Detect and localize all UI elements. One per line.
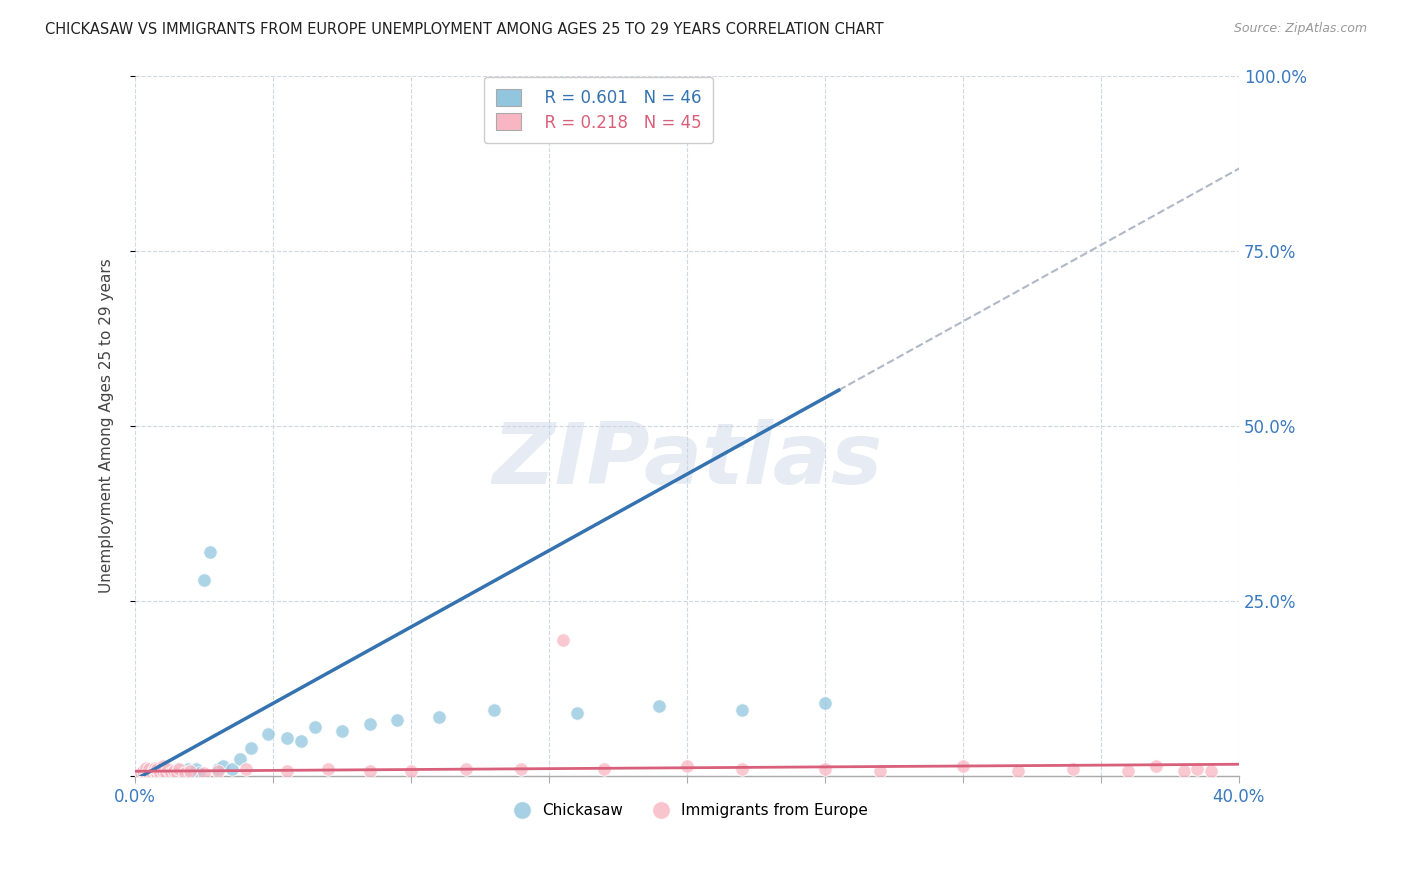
Point [169,764,191,778]
Legend: Chickasaw, Immigrants from Europe: Chickasaw, Immigrants from Europe [501,797,873,824]
Point [221,762,243,776]
Point [229,752,252,766]
Point [138,765,160,780]
Point [1118,764,1140,778]
Point [163,765,186,780]
Point [155,765,177,780]
Point [157,762,180,776]
Point [152,762,174,776]
Point [276,764,298,778]
Point [138,762,160,776]
Point [169,762,191,776]
Point [193,573,215,587]
Point [399,764,422,778]
Point [1007,764,1029,778]
Point [207,764,229,778]
Point [731,703,754,717]
Point [187,765,209,780]
Point [132,764,155,778]
Point [138,765,160,780]
Point [1173,764,1195,778]
Point [135,761,157,775]
Point [456,762,478,776]
Point [235,762,257,776]
Point [359,716,381,731]
Point [565,706,588,720]
Text: ZIPatlas: ZIPatlas [492,419,882,502]
Point [179,765,201,780]
Point [129,765,152,780]
Point [1199,764,1222,778]
Point [152,758,174,772]
Point [160,764,183,779]
Point [551,632,574,647]
Point [179,764,201,778]
Point [276,731,298,745]
Point [166,765,188,780]
Point [176,762,198,776]
Point [427,709,450,723]
Point [240,741,263,756]
Point [132,764,155,778]
Point [676,758,699,772]
Point [152,765,174,780]
Point [138,762,160,776]
Point [1062,762,1084,776]
Point [731,762,754,776]
Point [198,545,221,559]
Point [143,764,166,778]
Point [173,764,195,779]
Point [814,696,837,710]
Point [149,764,172,779]
Point [149,765,172,780]
Point [146,765,169,780]
Point [207,762,229,776]
Point [163,764,186,778]
Point [212,758,235,772]
Point [141,765,163,780]
Point [146,765,169,780]
Point [129,765,152,780]
Point [143,764,166,778]
Point [318,762,340,776]
Point [184,762,207,776]
Point [510,762,533,776]
Y-axis label: Unemployment Among Ages 25 to 29 years: Unemployment Among Ages 25 to 29 years [100,259,114,593]
Point [166,762,188,776]
Point [593,762,616,776]
Point [387,713,409,727]
Point [172,765,194,780]
Point [952,758,974,772]
Point [304,720,326,734]
Point [869,764,891,778]
Point [648,699,671,714]
Point [181,764,204,778]
Point [256,727,278,741]
Point [166,765,188,780]
Point [135,765,157,780]
Point [193,765,215,780]
Text: CHICKASAW VS IMMIGRANTS FROM EUROPE UNEMPLOYMENT AMONG AGES 25 TO 29 YEARS CORRE: CHICKASAW VS IMMIGRANTS FROM EUROPE UNEM… [45,22,883,37]
Point [359,764,381,778]
Point [141,765,163,780]
Text: Source: ZipAtlas.com: Source: ZipAtlas.com [1233,22,1367,36]
Point [482,703,505,717]
Point [155,765,177,780]
Point [814,762,837,776]
Point [290,734,312,748]
Point [157,764,180,778]
Point [1144,758,1167,772]
Point [152,764,174,778]
Point [146,762,169,776]
Point [330,723,353,738]
Point [135,764,157,779]
Point [146,762,169,776]
Point [143,761,166,775]
Point [1187,762,1209,776]
Point [173,765,195,780]
Point [160,765,183,780]
